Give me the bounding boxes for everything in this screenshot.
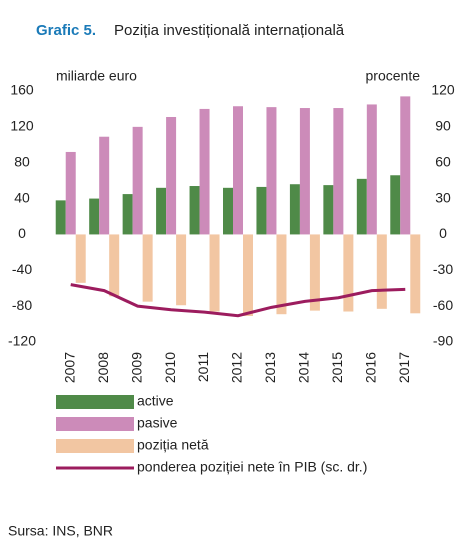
bar [209,234,220,312]
bar [289,184,300,235]
bar [223,187,233,235]
bar [132,126,143,235]
y2-tick-label: -30 [433,261,453,277]
y2-tick-label: -60 [433,297,453,313]
bar [366,104,377,235]
y-tick-label: 0 [18,225,26,241]
y-tick-label: 80 [14,153,30,169]
bar [266,107,277,235]
bar [199,108,210,235]
bar [75,234,86,283]
x-tick-label: 2010 [162,352,178,383]
bar [309,234,320,311]
bar [333,108,344,235]
x-tick-label: 2009 [128,352,144,383]
y-axis-label: miliarde euro [56,68,137,84]
x-tick-label: 2007 [61,352,77,383]
x-tick-label: 2016 [363,352,379,383]
y2-tick-label: 120 [431,82,455,98]
bar [356,178,367,235]
y-tick-label: -40 [12,261,32,277]
legend-label: poziția netă [137,437,209,453]
line [70,283,406,318]
bar [189,186,200,235]
legend-label: active [137,393,174,409]
bar [233,106,243,235]
bar [176,234,187,306]
bar [376,234,387,309]
y2-tick-label: 60 [435,153,451,169]
x-tick-label: 2012 [229,352,245,383]
chart-title: Poziția investițională internațională [114,22,345,39]
legend-swatch [56,417,134,431]
y2-tick-label: 30 [435,189,451,205]
bar [65,151,76,235]
bar [276,234,287,315]
y-tick-label: 40 [14,189,30,205]
bar [156,187,167,235]
x-tick-label: 2017 [396,352,412,383]
bar [243,234,253,317]
bar [343,234,354,312]
source: Sursa: INS, BNR [8,523,113,539]
x-tick-label: 2014 [296,352,312,383]
bar [410,234,421,314]
y2-tick-label: 90 [435,118,451,134]
x-tick-label: 2011 [195,352,211,382]
bar [99,136,110,235]
y2-tick-label: 0 [439,225,447,241]
bar [142,234,153,302]
bar [256,186,267,235]
y-tick-label: 160 [10,82,34,98]
bar [166,116,177,235]
bar [323,185,334,235]
bar [109,234,120,297]
x-tick-label: 2008 [95,352,111,383]
y2-axis-label: procente [366,68,421,84]
bar [122,194,133,235]
legend-label: ponderea poziției nete în PIB (sc. dr.) [137,459,367,475]
y-tick-label: -120 [8,333,36,349]
chart-label: Grafic 5. [36,22,96,39]
bar [390,175,401,235]
bar [89,198,100,235]
x-tick-label: 2013 [262,352,278,383]
bar [55,200,66,235]
bar [400,96,411,235]
y2-tick-label: -90 [433,333,453,349]
y-tick-label: -80 [12,297,32,313]
x-tick-label: 2015 [329,352,345,383]
legend-swatch [56,439,134,453]
y-tick-label: 120 [10,118,34,134]
legend-swatch [56,395,134,409]
bar [299,108,310,235]
legend-label: pasive [137,415,178,431]
